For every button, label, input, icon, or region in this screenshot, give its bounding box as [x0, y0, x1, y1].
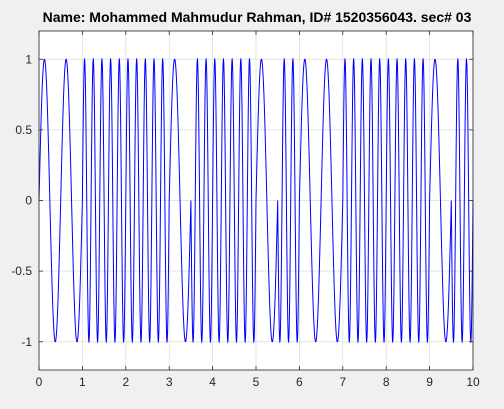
- x-tick-label: 2: [122, 375, 129, 389]
- x-tick-label: 5: [253, 375, 260, 389]
- x-tick-label: 4: [209, 375, 216, 389]
- x-tick-label: 0: [36, 375, 43, 389]
- axis-ticks: [38, 31, 474, 370]
- signal-series: [38, 57, 474, 344]
- y-tick-label: -1: [21, 335, 32, 349]
- y-tick-label: -0.5: [11, 264, 32, 278]
- y-tick-label: 0: [25, 194, 32, 208]
- x-tick-label: 1: [79, 375, 86, 389]
- x-tick-label: 7: [339, 375, 346, 389]
- x-tick-label: 6: [296, 375, 303, 389]
- chart-title: Name: Mohammed Mahmudur Rahman, ID# 1520…: [43, 9, 472, 25]
- x-tick-label: 8: [383, 375, 390, 389]
- signal-line-0: [38, 57, 474, 344]
- x-tick-label: 10: [466, 375, 480, 389]
- x-tick-label: 3: [166, 375, 173, 389]
- y-tick-label: 0.5: [15, 123, 32, 137]
- y-axis-tick-labels: -1 -0.5 0 0.5 1: [11, 52, 32, 349]
- x-tick-label: 9: [426, 375, 433, 389]
- x-axis-tick-labels: 0 1 2 3 4 5 6 7 8 9 10: [36, 375, 480, 389]
- y-tick-label: 1: [25, 52, 32, 66]
